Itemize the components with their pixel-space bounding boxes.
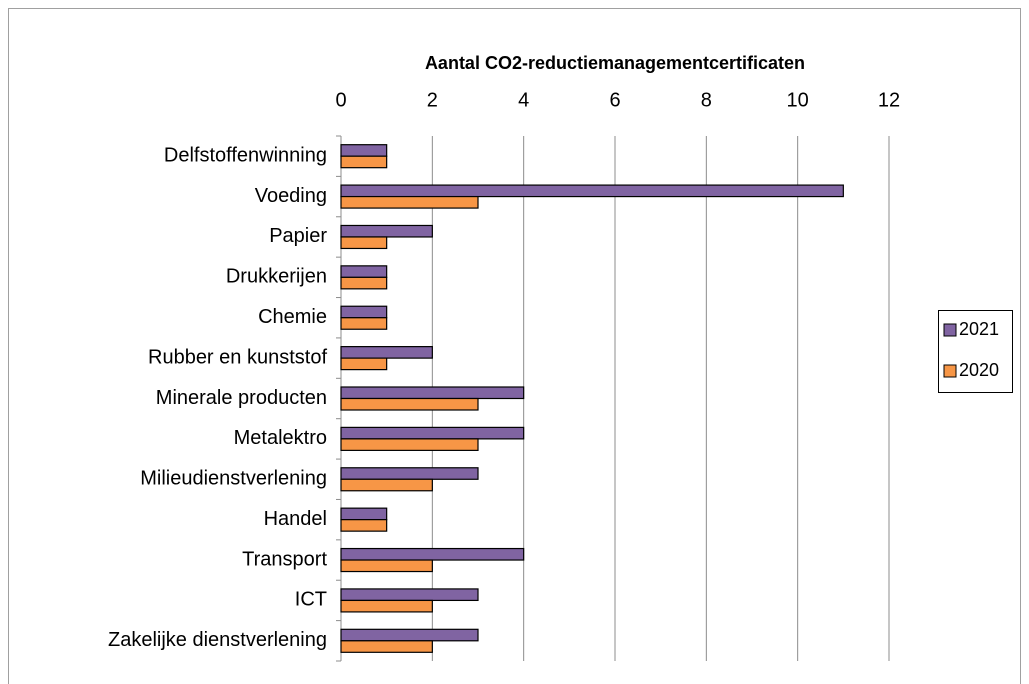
legend-label: 2020 <box>959 360 999 380</box>
bar <box>340 559 433 573</box>
bar <box>340 588 479 602</box>
legend-swatch <box>943 323 957 337</box>
bar <box>340 317 388 330</box>
chart-title: Aantal CO2-reductiemanagementcertificate… <box>425 53 805 73</box>
x-tick-label: 2 <box>427 89 438 111</box>
y-tick-label: Rubber en kunststof <box>148 346 327 368</box>
bar <box>340 426 525 440</box>
bar <box>340 224 433 238</box>
x-tick-label: 0 <box>335 89 346 111</box>
y-tick-label: Chemie <box>258 306 327 328</box>
bar <box>340 195 479 209</box>
y-tick-label: Papier <box>269 225 327 247</box>
bar <box>340 397 479 411</box>
y-tick-label: Handel <box>264 508 327 530</box>
y-tick-label: Metalektro <box>234 427 327 449</box>
y-tick-label: Milieudienstverlening <box>140 468 327 490</box>
y-tick-label: ICT <box>295 589 327 611</box>
y-tick-label: Transport <box>242 548 327 570</box>
bar <box>340 265 388 278</box>
bar <box>340 357 388 371</box>
legend-label: 2021 <box>959 319 999 339</box>
bar <box>340 236 388 250</box>
bar <box>340 346 433 359</box>
bar <box>340 519 388 532</box>
chart-frame <box>8 8 1021 684</box>
bar <box>340 155 388 169</box>
bar <box>340 276 388 290</box>
x-tick-label: 8 <box>701 89 712 111</box>
bar <box>340 184 844 198</box>
y-tick-label: Voeding <box>255 185 327 207</box>
x-tick-label: 4 <box>518 89 529 111</box>
bar <box>340 438 479 451</box>
bar <box>340 305 388 319</box>
bar <box>340 478 433 492</box>
bar <box>340 386 525 400</box>
y-tick-label: Minerale producten <box>156 387 327 409</box>
x-tick-label: 10 <box>787 89 809 111</box>
bar <box>340 628 479 642</box>
bar <box>340 144 388 157</box>
bar <box>340 599 433 613</box>
bar <box>340 507 388 521</box>
x-tick-label: 6 <box>609 89 620 111</box>
bar <box>340 467 479 480</box>
y-tick-label: Zakelijke dienstverlening <box>108 629 327 651</box>
bar <box>340 547 525 561</box>
legend-swatch <box>943 364 957 378</box>
y-tick-label: Delfstoffenwinning <box>164 144 327 166</box>
bar <box>340 640 433 653</box>
y-tick-label: Drukkerijen <box>226 266 327 288</box>
x-tick-label: 12 <box>878 89 900 111</box>
